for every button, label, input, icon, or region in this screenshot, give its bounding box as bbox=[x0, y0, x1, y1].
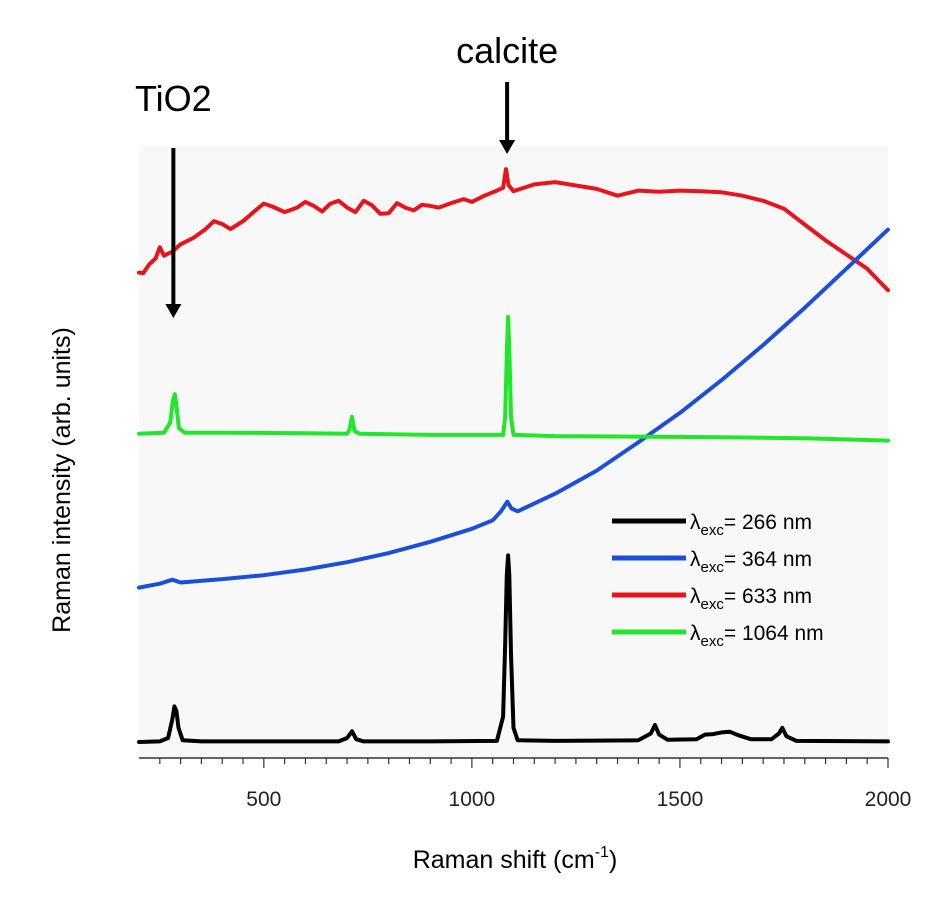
y-axis-title: Raman intensity (arb. units) bbox=[48, 327, 76, 633]
legend-label: λexc= 364 nm bbox=[690, 548, 812, 576]
x-tick-label: 1000 bbox=[449, 788, 496, 811]
series-layer bbox=[137, 167, 890, 744]
series-line-364-nm bbox=[137, 227, 890, 590]
annotation-arrow-head bbox=[499, 140, 516, 154]
x-tick-label: 2000 bbox=[865, 788, 912, 811]
legend-label: λexc= 633 nm bbox=[690, 585, 812, 613]
annotation-tio2-label: TiO2 bbox=[135, 78, 212, 119]
x-axis-title: Raman shift (cm-1) bbox=[413, 844, 618, 874]
x-tick-label: 500 bbox=[246, 788, 281, 811]
legend-label: λexc= 266 nm bbox=[690, 511, 812, 539]
x-axis-ticks: 500 1000 1500 2000 bbox=[159, 758, 912, 811]
plot-area bbox=[139, 146, 888, 758]
series-line-1064-nm bbox=[137, 314, 890, 443]
series-line-633-nm bbox=[137, 167, 890, 293]
legend: λexc= 266 nm λexc= 364 nm λexc= 633 nm λexc… bbox=[612, 511, 824, 650]
annotation-layer: TiO2 calcite bbox=[135, 30, 558, 318]
annotation-arrow-head bbox=[165, 304, 182, 318]
x-tick-label: 1500 bbox=[657, 788, 704, 811]
legend-label: λexc= 1064 nm bbox=[690, 622, 824, 650]
series-line-266-nm bbox=[137, 553, 890, 744]
annotation-calcite-label: calcite bbox=[456, 30, 558, 71]
